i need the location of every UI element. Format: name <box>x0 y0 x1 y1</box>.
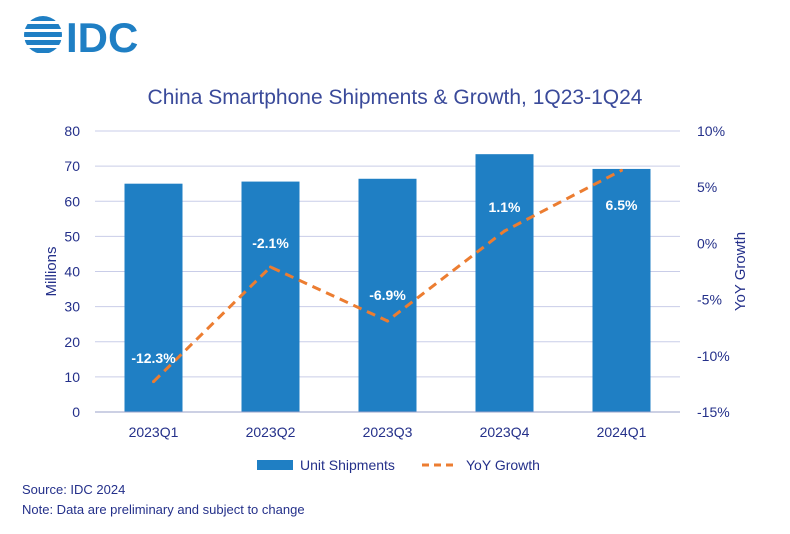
x-tick-label: 2023Q1 <box>129 424 179 440</box>
y2-axis-title: YoY Growth <box>732 232 749 311</box>
bar-2023Q4 <box>475 154 534 412</box>
idc-logo: IDC <box>24 14 138 58</box>
legend-label-yoy-growth: YoY Growth <box>466 457 540 473</box>
x-tick-label: 2023Q3 <box>363 424 413 440</box>
y2-tick-label: -10% <box>697 348 730 364</box>
bar-2024Q1 <box>592 168 651 412</box>
source-note: Source: IDC 2024 <box>22 482 126 497</box>
data-labels: -12.3% -2.1% -6.9% 1.1% 6.5% <box>131 197 638 366</box>
data-label-2023Q4: 1.1% <box>489 199 521 215</box>
x-tick-label: 2024Q1 <box>597 424 647 440</box>
y2-tick-label: -5% <box>697 292 722 308</box>
y-tick-label: 40 <box>64 264 80 280</box>
preliminary-note: Note: Data are preliminary and subject t… <box>22 502 305 517</box>
y2-tick-label: 10% <box>697 123 725 139</box>
data-label-2023Q1: -12.3% <box>131 350 176 366</box>
data-label-2023Q3: -6.9% <box>369 287 406 303</box>
y-tick-label: 20 <box>64 334 80 350</box>
bar-2023Q1 <box>124 183 183 412</box>
yoy-point-2023Q4 <box>503 229 506 233</box>
yoy-point-2023Q3 <box>386 319 389 323</box>
y-tick-label: 70 <box>64 158 80 174</box>
y2-tick-label: 5% <box>697 179 717 195</box>
data-label-2024Q1: 6.5% <box>606 197 638 213</box>
x-tick-label: 2023Q4 <box>480 424 530 440</box>
x-tick-label: 2023Q2 <box>246 424 296 440</box>
y-tick-label: 30 <box>64 299 80 315</box>
y-tick-label: 50 <box>64 228 80 244</box>
bar-2023Q2 <box>241 181 300 412</box>
y-tick-label: 60 <box>64 193 80 209</box>
logo-text: IDC <box>66 14 138 58</box>
legend-swatch-unit-shipments <box>257 460 293 470</box>
y-tick-label: 0 <box>72 404 80 420</box>
axes: 0 10 20 30 40 50 60 70 80 -15% -10% -5% 0% 5% 10% Milli… <box>43 123 749 440</box>
bars <box>124 154 651 412</box>
legend: Unit Shipments YoY Growth <box>257 457 540 473</box>
yoy-line <box>152 168 623 384</box>
yoy-point-2023Q1 <box>152 380 155 384</box>
globe-icon <box>24 16 62 53</box>
legend-label-unit-shipments: Unit Shipments <box>300 457 395 473</box>
y-tick-label: 80 <box>64 123 80 139</box>
bar-2023Q3 <box>358 178 417 412</box>
yoy-point-2024Q1 <box>620 168 623 172</box>
y-axis-title: Millions <box>43 246 60 296</box>
yoy-point-2023Q2 <box>269 265 272 269</box>
y-tick-label: 10 <box>64 369 80 385</box>
chart-title: China Smartphone Shipments & Growth, 1Q2… <box>147 86 643 109</box>
y2-tick-label: 0% <box>697 235 717 251</box>
y2-tick-label: -15% <box>697 404 730 420</box>
data-label-2023Q2: -2.1% <box>252 235 289 251</box>
